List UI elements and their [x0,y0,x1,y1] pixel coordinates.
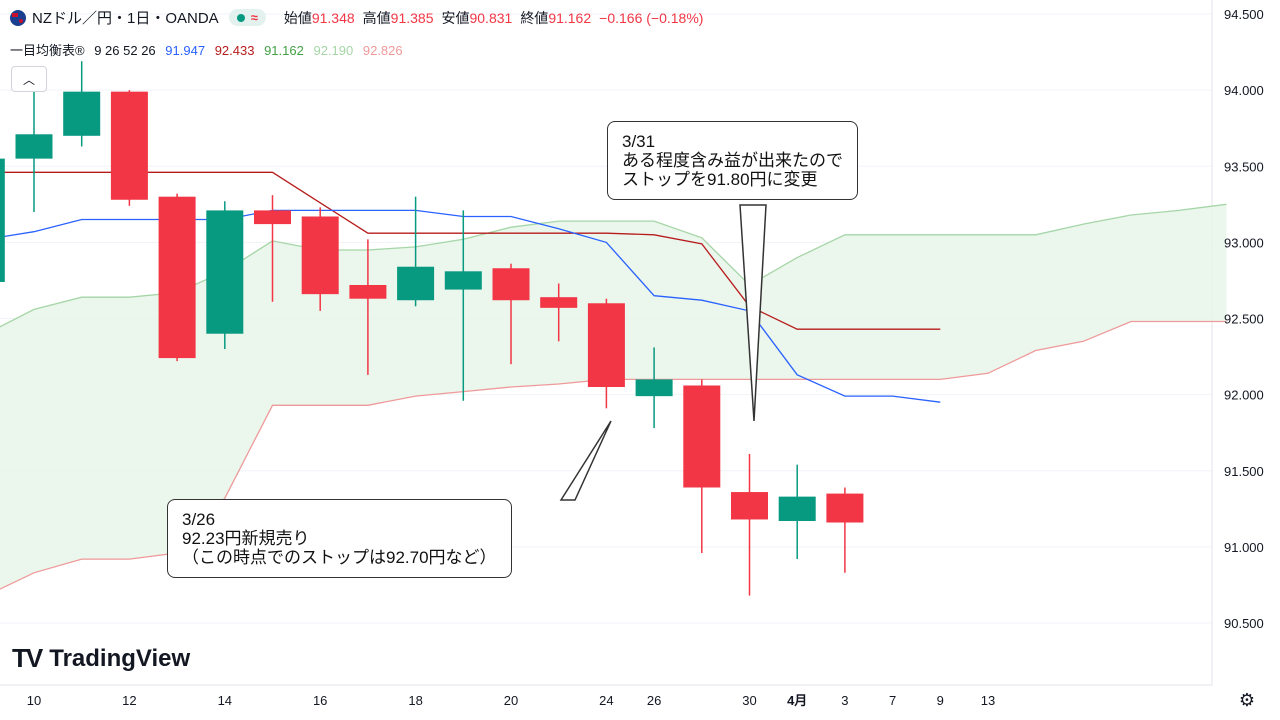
low-value: 90.831 [469,9,513,26]
ichimoku-cloud [0,204,1227,590]
callout-sell-line: 92.23円新規売り [182,529,310,548]
status-dot-icon [236,13,245,22]
x-tick-label: 3 [841,693,848,708]
close-value: 91.162 [548,9,592,26]
high-value: 91.385 [390,9,434,26]
y-tick-label: 91.000 [1224,540,1264,555]
open-label: 始値 [283,9,312,26]
y-tick-label: 92.000 [1224,388,1264,403]
wave-icon: ≈ [250,10,258,25]
candle-body [492,268,530,301]
ichimoku-legend[interactable]: 一目均衡表® 9 26 52 26 91.947 92.433 91.162 9… [10,40,409,59]
y-tick-label: 94.500 [1224,7,1264,22]
senkou-a-value: 92.190 [313,43,354,58]
candle-body [397,266,435,301]
callout-stop-line: 3/31 [622,132,656,151]
y-tick-label: 90.500 [1224,616,1264,631]
candle-body [254,210,291,225]
senkou-b-value: 92.826 [362,43,403,58]
nz-flag-icon [10,9,26,26]
candle-body [63,91,101,136]
candle-body [158,196,196,359]
x-tick-label: 7 [889,693,896,708]
candle-body [349,285,387,299]
candle-body [826,493,864,523]
y-tick-label: 92.500 [1224,312,1264,327]
candle-body [301,216,339,295]
gear-icon[interactable]: ⚙ [1238,689,1256,710]
callout-sell-line: 3/26 [182,510,216,529]
y-tick-label: 93.500 [1224,159,1264,174]
x-tick-label: 13 [981,693,995,708]
x-tick-label: 4月 [787,693,807,708]
candle-body [444,271,482,290]
x-tick-label: 20 [504,693,518,708]
symbol-title[interactable]: NZドル／円・1日・OANDA [32,10,219,27]
candle-body [15,134,53,159]
market-status-pill[interactable]: ≈ [228,9,266,26]
chikou-value: 91.162 [264,43,304,58]
candle-body [635,379,673,397]
callout-stop-line: ストップを91.80円に変更 [622,170,818,189]
tradingview-name: TradingView [49,644,191,672]
callout-stop-pointer [739,204,767,422]
tradingview-logo[interactable]: TV TradingView [12,643,190,674]
x-tick-label: 16 [313,693,327,708]
kijun-value: 92.433 [214,43,255,58]
x-tick-label: 18 [408,693,422,708]
x-tick-label: 24 [599,693,613,708]
y-tick-label: 91.500 [1224,464,1264,479]
tradingview-mark: TV [12,643,43,673]
x-tick-label: 14 [218,693,232,708]
x-tick-label: 9 [937,693,944,708]
collapse-legend-button[interactable]: ︿ [11,66,47,92]
low-label: 安値 [441,9,470,26]
callout-sell-line: （この時点でのストップは92.70円など） [182,548,497,567]
candle-body [587,303,625,388]
candle-body [206,210,244,334]
candle-body [0,158,5,282]
candle-body [778,496,816,521]
y-tick-label: 93.000 [1224,235,1264,250]
open-value: 91.348 [311,9,355,26]
indicator-name: 一目均衡表® [10,43,85,58]
callout-stop-line: ある程度含み益が出来たので [622,151,843,170]
candle-body [683,385,721,488]
x-tick-label: 26 [647,693,661,708]
candle-body [110,91,148,200]
x-tick-label: 10 [27,693,41,708]
callout-sell-pointer [559,420,612,501]
candle-body [731,492,768,520]
symbol-legend: NZドル／円・1日・OANDA ≈ 始値 91.348 高値 91.385 安値 90… [10,7,703,28]
close-label: 終値 [520,9,549,26]
tenkan-value: 91.947 [165,43,206,58]
callout-sell: 3/26 92.23円新規売り （この時点でのストップは92.70円など） [167,499,512,578]
candle-body [540,297,578,308]
high-label: 高値 [362,9,391,26]
indicator-params: 9 26 52 26 [94,43,156,58]
x-tick-label: 12 [122,693,136,708]
y-tick-label: 94.000 [1224,83,1264,98]
callout-stop: 3/31 ある程度含み益が出来たので ストップを91.80円に変更 [607,121,858,200]
change-value: −0.166 (−0.18%) [599,9,704,26]
x-tick-label: 30 [742,693,756,708]
chevron-up-icon: ︿ [22,72,35,87]
